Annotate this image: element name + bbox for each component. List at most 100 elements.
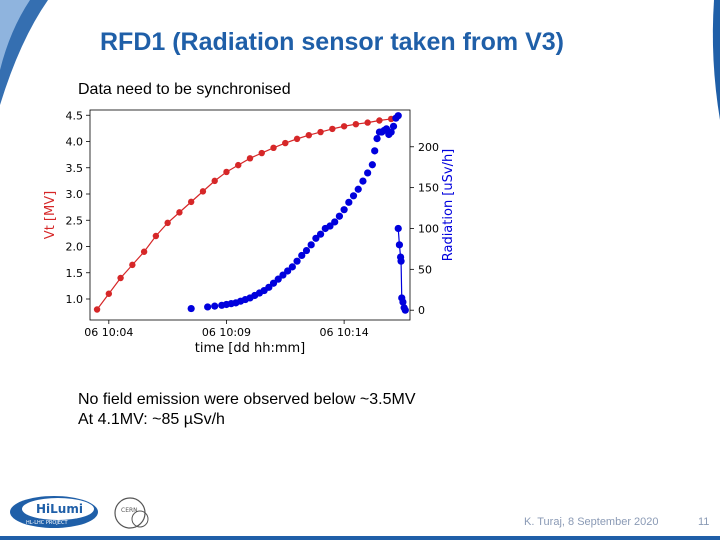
vt-data-point <box>93 306 101 313</box>
x-axis-label: time [dd hh:mm] <box>195 341 305 356</box>
right-tick-label: 100 <box>418 222 439 235</box>
vt-data-point <box>317 128 324 136</box>
radiation-data-point <box>345 198 353 206</box>
radiation-data-point <box>302 246 311 255</box>
vt-data-point <box>246 155 254 162</box>
right-edge-decoration <box>712 0 720 120</box>
vt-data-point <box>270 144 277 151</box>
radiation-data-point <box>371 147 379 155</box>
radiation-data-point <box>349 192 358 200</box>
y-axis-label-right: Radiation [uSv/h] <box>441 149 456 262</box>
vt-data-point <box>164 219 171 227</box>
radiation-data-point <box>331 218 339 226</box>
radiation-data-point <box>394 112 402 120</box>
radiation-data-point <box>373 134 381 143</box>
vt-data-point <box>235 161 242 169</box>
left-tick-label: 4.5 <box>66 109 84 122</box>
x-tick-label: 06 10:14 <box>320 326 369 339</box>
left-tick-label: 3.5 <box>66 162 84 175</box>
vt-radiation-chart: 1.0 1.5 2.0 2.5 3.0 3.5 4.0 4.5 0 50 100 150 200 06… <box>43 109 456 356</box>
left-tick-label: 3.0 <box>66 188 84 201</box>
chart-marks <box>93 112 409 314</box>
radiation-data-point <box>293 257 301 265</box>
vt-data-point <box>199 188 207 195</box>
radiation-data-point <box>368 161 376 169</box>
vt-data-point <box>105 290 113 297</box>
right-tick-label: 50 <box>418 263 432 276</box>
left-tick-label: 2.5 <box>66 214 84 227</box>
radiation-data-point <box>359 177 367 185</box>
vt-data-point <box>176 209 183 216</box>
vt-data-point <box>117 274 124 282</box>
right-axis-ticks: 0 50 100 150 200 <box>410 141 439 317</box>
left-tick-label: 1.0 <box>66 293 84 306</box>
vt-data-point <box>152 232 160 240</box>
radiation-data-point <box>316 230 325 238</box>
corner-decoration <box>0 0 48 105</box>
radiation-tail-data-point <box>395 241 404 249</box>
vt-data-point <box>305 132 313 139</box>
radiation-data-point <box>326 222 334 230</box>
hilumi-logo-subtext: HL-LHC PROJECT <box>26 520 68 526</box>
x-tick-label: 06 10:04 <box>84 326 133 339</box>
vt-data-point <box>364 119 371 126</box>
cern-logo: CERN <box>114 497 149 529</box>
x-axis-ticks: 06 10:04 06 10:09 06 10:14 <box>84 320 369 339</box>
page-number: 11 <box>698 516 710 528</box>
radiation-data-point <box>269 279 278 287</box>
radiation-data-point <box>265 283 273 291</box>
radiation-data-point <box>298 251 306 260</box>
observation-notes: No field emission were observed below ~3… <box>78 390 416 430</box>
hilumi-logo: HiLumi HL-LHC PROJECT <box>10 496 98 528</box>
radiation-tail-data-point <box>394 224 402 233</box>
vt-data-point <box>293 135 301 143</box>
bottom-decoration <box>0 536 720 540</box>
radiation-data-point <box>387 128 395 136</box>
left-tick-label: 4.0 <box>66 136 84 149</box>
plot-frame <box>89 109 411 321</box>
radiation-data-point <box>204 303 212 311</box>
radiation-tail-data-point <box>401 306 409 314</box>
slide-subtitle: Data need to be synchronised <box>78 81 291 98</box>
vt-data-point <box>140 248 148 255</box>
right-tick-label: 150 <box>418 182 439 195</box>
footer-author-date: K. Turaj, 8 September 2020 <box>524 516 659 528</box>
cern-logo-text: CERN <box>121 507 138 514</box>
radiation-data-point <box>288 263 296 271</box>
vt-series-line <box>96 118 392 310</box>
left-tick-label: 1.5 <box>66 267 84 280</box>
radiation-data-point <box>340 206 348 214</box>
radiation-data-point <box>284 267 292 275</box>
vt-data-point <box>282 139 289 147</box>
left-tick-label: 2.0 <box>66 241 84 254</box>
hilumi-logo-text: HiLumi <box>36 502 83 516</box>
radiation-data-point <box>279 271 287 279</box>
radiation-data-point <box>312 234 320 242</box>
right-tick-label: 0 <box>418 304 425 317</box>
vt-data-point <box>352 120 360 128</box>
radiation-data-point <box>335 212 344 220</box>
vt-data-point <box>376 117 383 124</box>
vt-data-point <box>187 198 195 206</box>
slide-title: RFD1 (Radiation sensor taken from V3) <box>100 28 564 56</box>
radiation-data-point <box>187 304 195 313</box>
radiation-data-point <box>307 241 315 249</box>
vt-data-point <box>258 149 265 157</box>
chart-container: 1.0 1.5 2.0 2.5 3.0 3.5 4.0 4.5 0 50 100 150 200 06… <box>40 100 480 365</box>
radiation-tail-data-point <box>399 298 407 306</box>
note-line-1: No field emission were observed below ~3… <box>78 391 416 408</box>
left-axis-ticks: 1.0 1.5 2.0 2.5 3.0 3.5 4.0 4.5 <box>66 109 90 306</box>
radiation-data-point <box>364 169 372 177</box>
vt-data-point <box>223 168 230 176</box>
right-tick-label: 200 <box>418 141 439 154</box>
radiation-data-point <box>389 122 398 130</box>
vt-data-point <box>329 125 336 133</box>
note-line-2: At 4.1MV: ~85 µSv/h <box>78 411 225 428</box>
vt-data-point <box>211 177 218 185</box>
radiation-data-point <box>354 185 362 193</box>
x-tick-label: 06 10:09 <box>202 326 251 339</box>
radiation-tail-data-point <box>397 257 405 265</box>
y-axis-label-left: Vt [MV] <box>43 191 58 239</box>
vt-data-point <box>129 261 136 269</box>
radiation-data-point <box>211 302 219 310</box>
